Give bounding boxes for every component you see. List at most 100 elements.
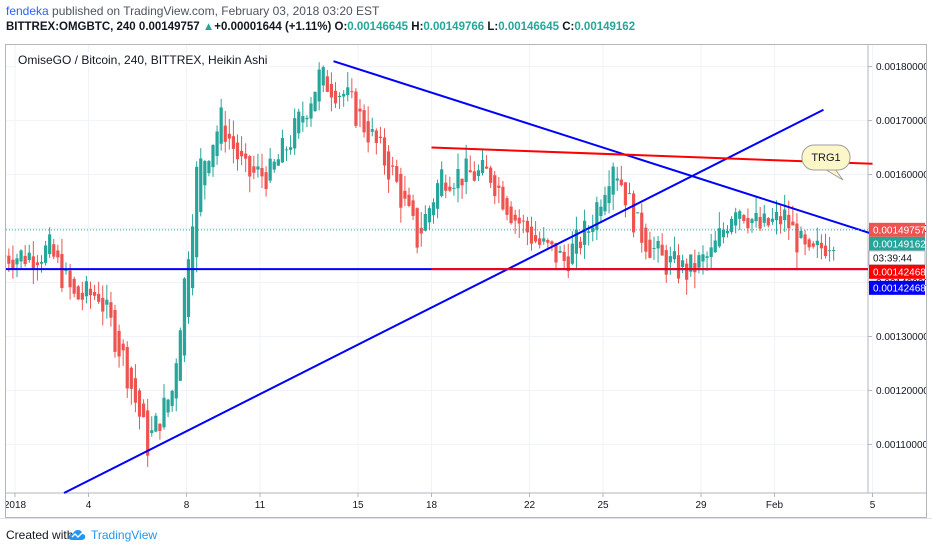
candle-body [775, 212, 778, 220]
candle-body [795, 224, 798, 253]
low-label: L: [487, 21, 498, 33]
candle-body [371, 129, 374, 132]
publish-text: published on TradingView.com, February 0… [49, 4, 380, 18]
candle-body [56, 250, 59, 257]
close-label: C: [562, 21, 574, 33]
candle-body [456, 169, 459, 188]
candle-body [211, 145, 214, 167]
candle-body [514, 215, 517, 221]
candle-body [244, 154, 247, 159]
candle-body [179, 330, 182, 381]
candle-body [269, 159, 272, 181]
y-tick-label: 0.00110000 [876, 440, 926, 451]
candle-body [677, 255, 680, 278]
candle-body [48, 234, 51, 254]
open-label: O: [335, 21, 348, 33]
candle-body [542, 238, 545, 241]
candle-body [117, 331, 120, 357]
candle-body [538, 238, 541, 245]
created-with-text: Created with [6, 528, 73, 542]
candle-body [530, 227, 533, 244]
candle-body [640, 213, 643, 243]
candle-body [693, 263, 696, 272]
candle-body [416, 208, 419, 247]
x-tick-label: 2018 [6, 500, 27, 511]
candle-body [534, 235, 537, 241]
candle-body [130, 368, 133, 389]
chart-frame[interactable]: 0.001100000.001200000.001300000.00140000… [5, 44, 927, 518]
candle-body [612, 167, 615, 195]
x-tick-label: 15 [352, 500, 364, 511]
candle-body [138, 390, 141, 416]
candle-body [820, 243, 823, 248]
candle-body [166, 400, 169, 413]
candle-body [738, 211, 741, 219]
candle-body [803, 234, 806, 244]
candle-body [293, 118, 296, 148]
candle-body [452, 188, 455, 189]
candle-body [122, 344, 125, 351]
candle-body [550, 241, 553, 244]
candle-body [162, 398, 165, 428]
candle-body [681, 260, 684, 267]
candle-body [7, 256, 10, 264]
y-tick-label: 0.00130000 [876, 332, 926, 343]
high-value: 0.00149766 [423, 21, 484, 33]
candle-body [367, 121, 370, 142]
candle-body [779, 216, 782, 224]
candle-body [273, 162, 276, 170]
candle-body [726, 231, 729, 233]
candle-body [215, 132, 218, 156]
candle-body [791, 222, 794, 226]
candle-body [460, 179, 463, 186]
candle-body [203, 161, 206, 185]
candle-body [60, 254, 63, 288]
candle-body [701, 254, 704, 261]
candle-body [252, 166, 255, 172]
candle-body [767, 218, 770, 225]
x-tick-label: 11 [255, 500, 266, 511]
chart-svg[interactable]: 0.001100000.001200000.001300000.00140000… [6, 45, 926, 517]
candle-body [501, 187, 504, 210]
candle-body [150, 430, 153, 433]
chart-title: OmiseGO / Bitcoin, 240, BITTREX, Heikin … [16, 53, 269, 67]
x-tick-label: 18 [426, 500, 438, 511]
candle-body [493, 175, 496, 196]
candle-body [187, 259, 190, 317]
candle-body [338, 96, 341, 97]
candle-body [81, 293, 84, 300]
price-label-red-line: 0.00142468 [873, 267, 926, 278]
price-label-last: 0.00149757 [873, 225, 926, 236]
candle-body [85, 281, 88, 296]
candle-body [661, 245, 664, 256]
candle-body [318, 70, 321, 102]
author-link[interactable]: fendeka [6, 4, 49, 18]
candle-body [787, 215, 790, 228]
candle-body [281, 138, 284, 162]
candle-body [64, 270, 67, 271]
candle-body [714, 240, 717, 252]
candle-body [563, 252, 566, 261]
candle-body [763, 213, 766, 222]
candle-body [518, 218, 521, 224]
candle-body [109, 302, 112, 317]
candle-body [465, 159, 468, 182]
candle-body [383, 137, 386, 165]
candle-body [799, 231, 802, 238]
candle-body [526, 221, 529, 232]
candle-body [89, 289, 92, 295]
candle-body [628, 193, 631, 194]
candle-body [558, 251, 561, 253]
tradingview-cloud-icon [68, 528, 86, 542]
candle-body [607, 186, 610, 203]
tradingview-brand-link[interactable]: TradingView [91, 528, 157, 542]
candle-body [469, 170, 472, 172]
x-tick-label: 4 [86, 500, 92, 511]
candle-body [391, 165, 394, 166]
candle-body [742, 215, 745, 221]
candle-body [599, 207, 602, 216]
candle-body [432, 202, 435, 215]
candle-body [236, 143, 239, 160]
high-label: H: [411, 21, 423, 33]
